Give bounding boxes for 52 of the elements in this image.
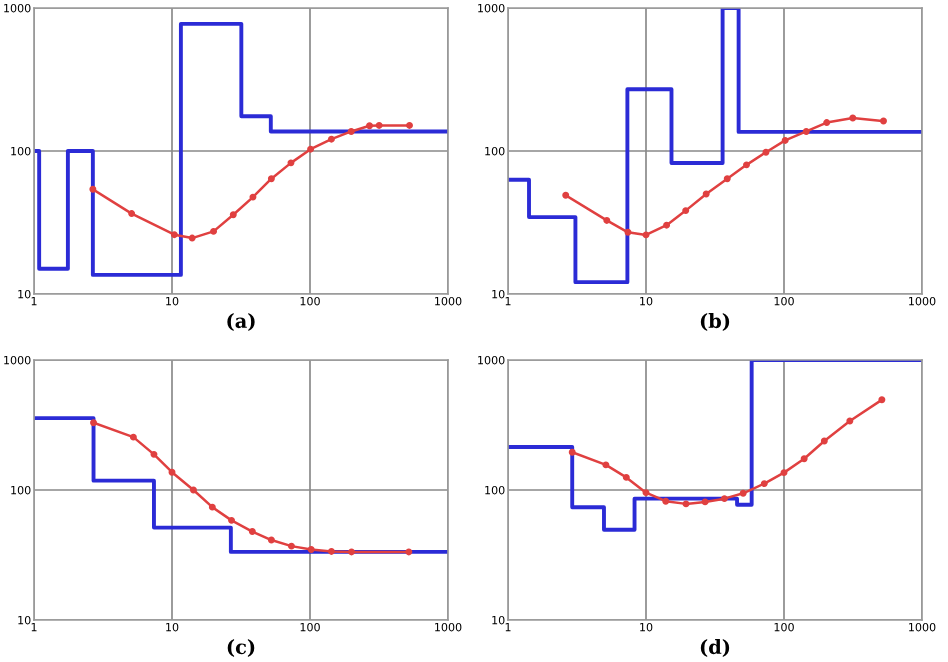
point [760,480,768,488]
point [168,468,176,476]
point [624,228,632,236]
point [348,548,356,556]
x-axis-title: (c) [227,639,255,657]
point [210,227,218,235]
point [249,193,257,201]
point [663,221,671,229]
point [739,489,747,497]
point [170,231,178,239]
point [662,497,670,505]
point [248,528,256,536]
point [129,433,137,441]
point [287,159,295,167]
point [762,148,770,156]
point [780,469,788,477]
x-axis-title: (b) [700,313,730,331]
point [800,455,808,463]
point [327,135,335,143]
point [307,545,315,553]
point [642,231,650,239]
point [702,190,710,198]
point [347,127,355,135]
point [723,175,731,183]
point [188,234,196,242]
point [327,547,335,555]
point [287,542,295,550]
point [208,503,216,511]
point [701,498,709,506]
point [366,122,373,130]
point [682,500,690,508]
point [820,437,828,445]
point [229,211,237,219]
point [267,536,275,544]
point [406,121,413,129]
point [743,161,750,169]
x-axis-title: (a) [227,313,255,331]
point [603,216,611,224]
x-axis-title: (d) [700,639,730,657]
point [642,489,650,497]
point [267,175,275,183]
point [189,486,197,494]
point [802,127,810,135]
point [228,516,235,524]
point [622,473,630,481]
point [682,207,690,215]
point [781,136,789,144]
point [823,119,831,127]
point [307,145,315,153]
point [602,461,610,469]
point [720,495,728,503]
point [150,450,158,458]
